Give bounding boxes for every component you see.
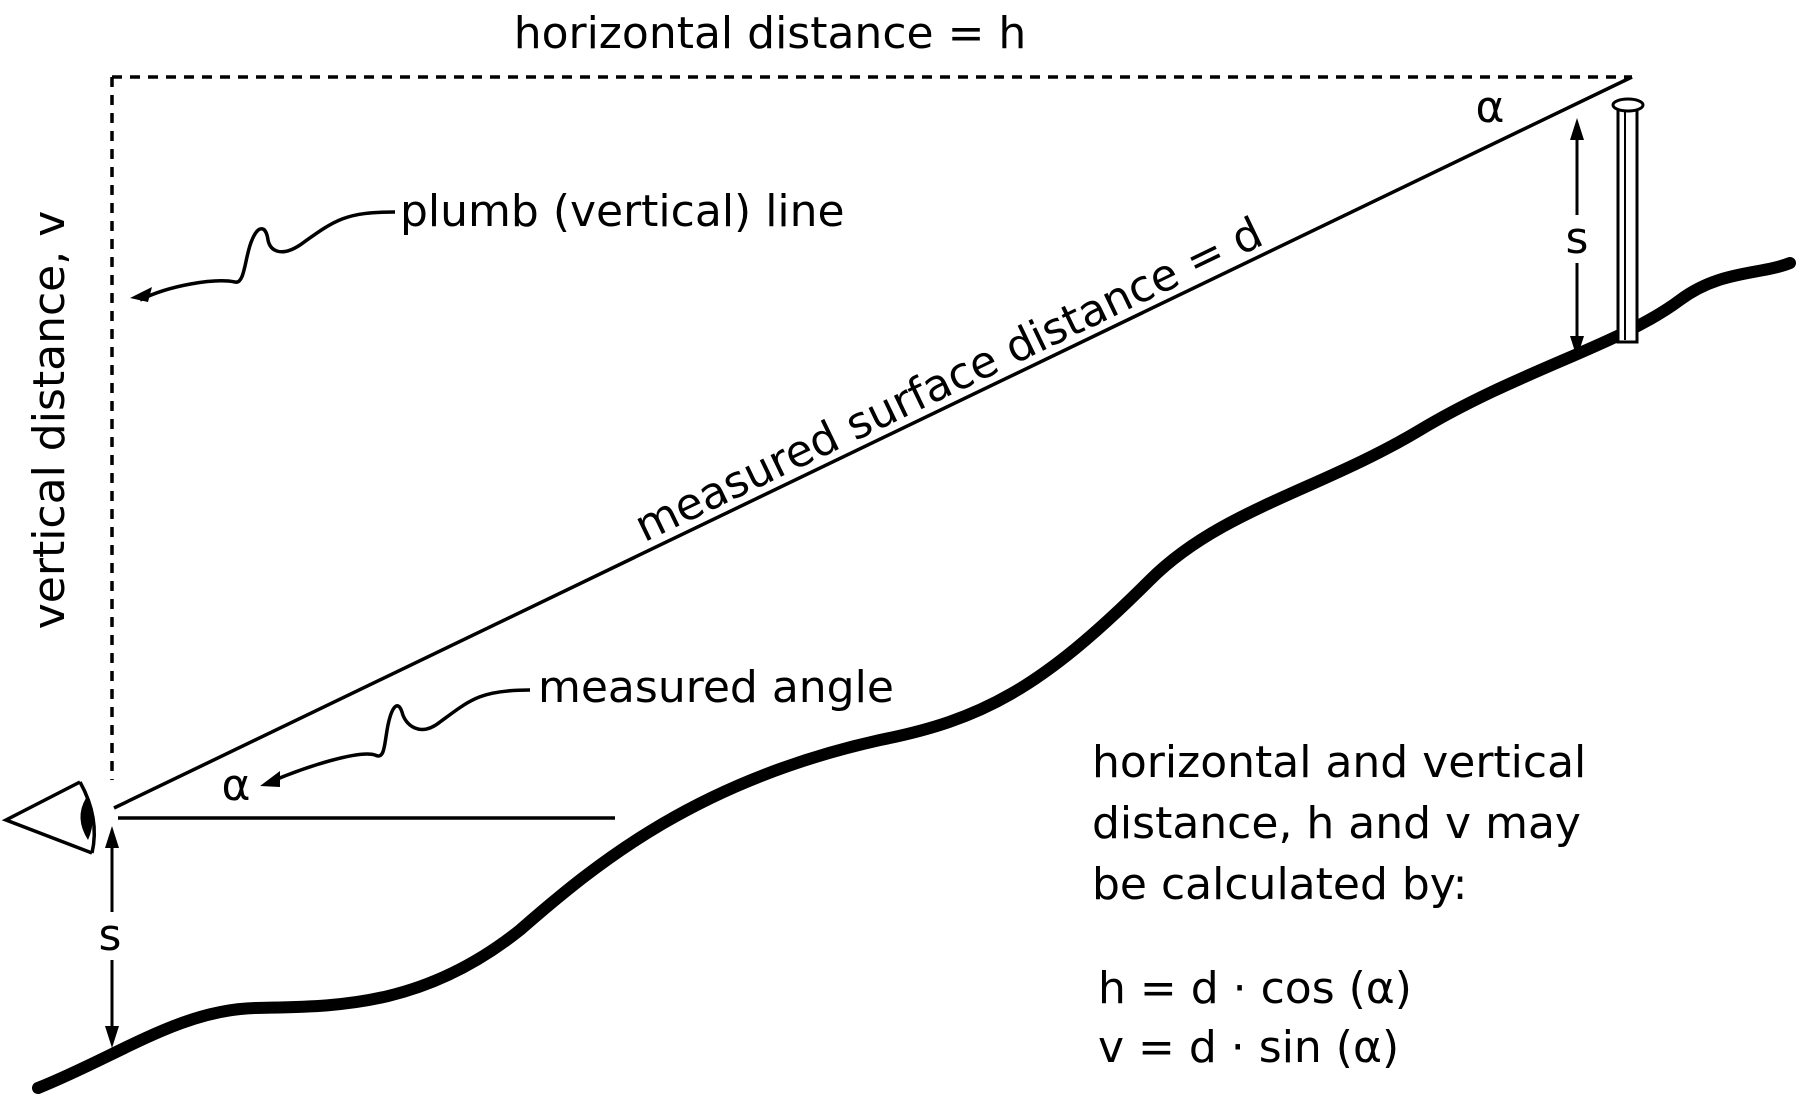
horizontal-distance-label: horizontal distance = h: [514, 8, 1027, 59]
explanation-line-1: horizontal and vertical: [1092, 737, 1586, 788]
formula-h: h = d · cos (α): [1098, 963, 1412, 1014]
eye-icon: [1, 780, 96, 855]
s-left-label: s: [99, 910, 122, 961]
explanation-line-2: distance, h and v may: [1092, 798, 1581, 849]
vertical-distance-label: vertical distance, v: [24, 211, 75, 630]
formula-v: v = d · sin (α): [1098, 1022, 1399, 1073]
alpha-top-label: α: [1475, 82, 1504, 133]
ground-surface: [32, 257, 1796, 1094]
measured-angle-label: measured angle: [538, 662, 894, 713]
alpha-bottom-label: α: [221, 760, 250, 811]
surface-distance-label: measured surface distance = d: [627, 207, 1271, 552]
s-right-label: s: [1566, 213, 1589, 264]
explanation-line-3: be calculated by:: [1092, 859, 1467, 910]
angle-leader-arrow: [260, 688, 531, 787]
plumb-line-label: plumb (vertical) line: [400, 186, 845, 237]
sight-line: [113, 75, 1633, 810]
plumb-leader-arrow: [130, 210, 396, 302]
survey-rod-icon: [1611, 97, 1645, 344]
